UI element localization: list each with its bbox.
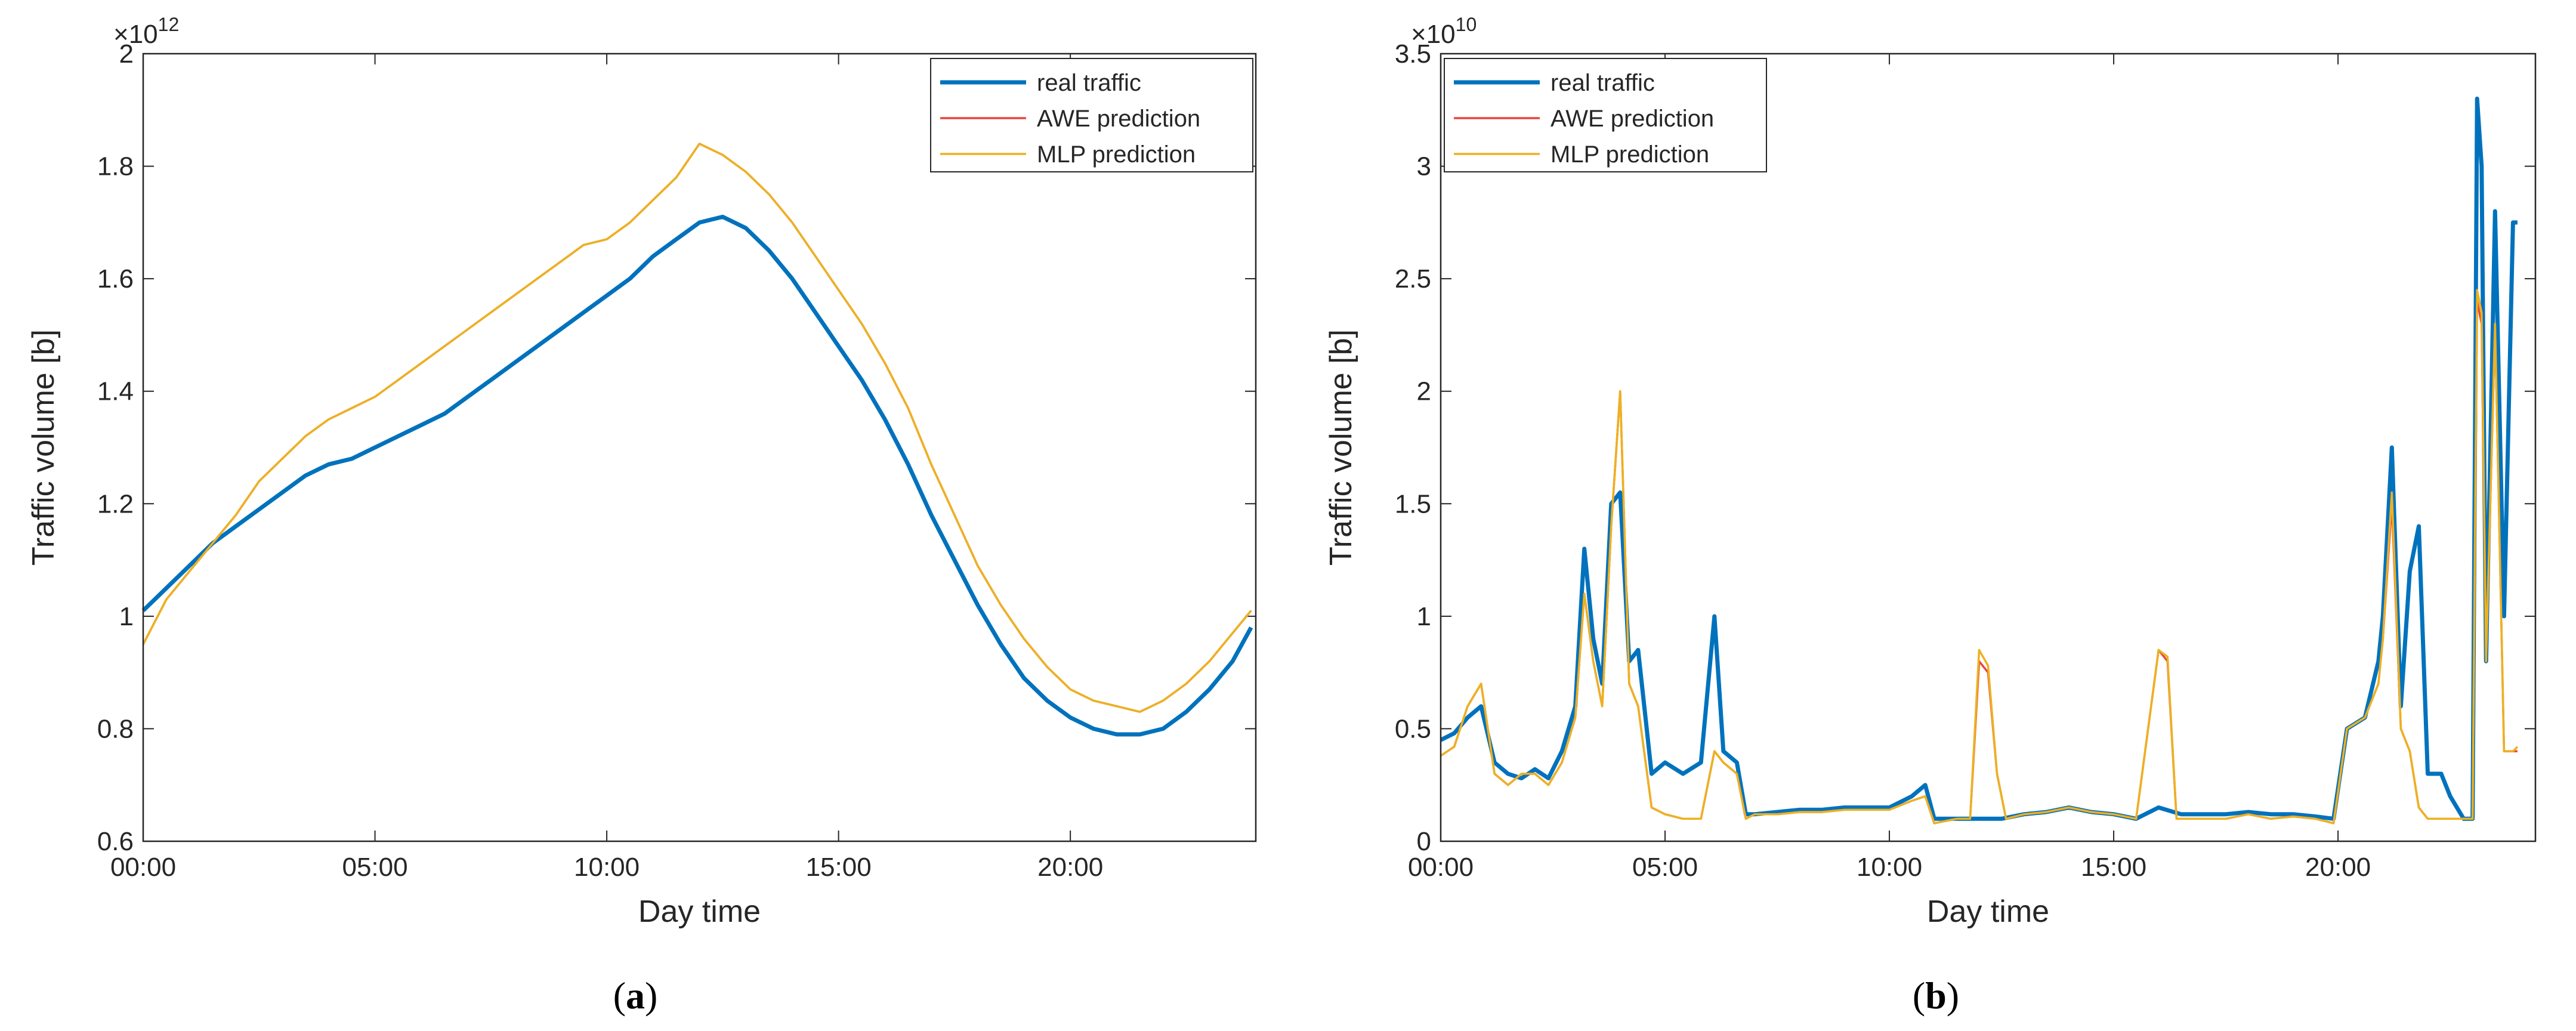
- axes-box: [1440, 53, 2537, 842]
- x-tick-label: 05:00: [1632, 853, 1698, 882]
- y-tick-label: 1.6: [97, 264, 134, 294]
- legend-entry-awe: AWE prediction: [1550, 106, 1714, 132]
- y-tick-label: 1.4: [97, 377, 134, 406]
- y-tick-label: 3.5: [1395, 39, 1431, 69]
- x-tick-label: 10:00: [574, 853, 640, 882]
- exponent-power: 10: [1456, 14, 1477, 35]
- legend-entry-real: real traffic: [1550, 70, 1655, 96]
- series-line-mlp: [1440, 289, 2519, 825]
- legend-entry-mlp: MLP prediction: [1550, 141, 1709, 168]
- axis-exponent-label: ×1010: [1411, 14, 1477, 49]
- x-tick-label: 05:00: [342, 853, 407, 882]
- x-tick-label: 10:00: [1857, 853, 1922, 882]
- y-tick-label: 0.5: [1395, 714, 1431, 743]
- x-axis-label: Day time: [1927, 894, 2049, 929]
- exponent-base: ×10: [113, 20, 158, 49]
- x-tick-label: 20:00: [2305, 853, 2371, 882]
- y-tick-label: 0.6: [97, 827, 134, 856]
- y-tick-label: 1.5: [1395, 489, 1431, 518]
- legend-entry-real: real traffic: [1037, 70, 1141, 96]
- legend-entry-mlp: MLP prediction: [1037, 141, 1196, 168]
- y-tick-label: 1.8: [97, 152, 134, 181]
- y-tick-label: 1.2: [97, 489, 134, 518]
- plot-area: [143, 54, 1256, 841]
- y-tick-label: 2: [119, 39, 134, 69]
- x-tick-label: 20:00: [1037, 853, 1103, 882]
- series-line-mlp: [142, 143, 1252, 713]
- y-tick-label: 2.5: [1395, 264, 1431, 294]
- chart-panel-b: 00:00 05:00 10:00 15:00 20:00 0 0.5 1 1.5 2 2.5 3 3.…: [1324, 14, 2537, 929]
- axes-box: [142, 53, 1257, 842]
- series-line-real: [141, 214, 1253, 737]
- panel-b-label: (b): [1913, 974, 1959, 1017]
- y-tick-label: 2: [1417, 377, 1431, 406]
- exponent-power: 12: [158, 14, 180, 35]
- legend-entry-awe: AWE prediction: [1037, 106, 1200, 132]
- plot-area: [1441, 54, 2535, 841]
- y-tick-label: 3: [1417, 152, 1431, 181]
- exponent-base: ×10: [1411, 20, 1456, 49]
- panel-a-label: (a): [613, 974, 658, 1017]
- y-tick-label: 0.8: [97, 714, 134, 743]
- y-tick-label: 1: [119, 602, 134, 631]
- x-tick-label: 00:00: [1408, 853, 1474, 882]
- x-tick-label: 15:00: [2081, 853, 2146, 882]
- y-tick-label: 0: [1417, 827, 1431, 856]
- y-tick-label: 1: [1417, 602, 1431, 631]
- x-axis-label: Day time: [638, 894, 761, 929]
- axis-exponent-label: ×1012: [113, 14, 179, 49]
- y-axis-label: Traffic volume [b]: [26, 329, 61, 566]
- x-tick-label: 15:00: [806, 853, 872, 882]
- chart-panel-a: 00:00 05:00 10:00 15:00 20:00 0.6 0.8 1 1.2 1.4 1.…: [26, 14, 1257, 929]
- y-axis-label: Traffic volume [b]: [1324, 329, 1358, 566]
- x-tick-label: 00:00: [110, 853, 176, 882]
